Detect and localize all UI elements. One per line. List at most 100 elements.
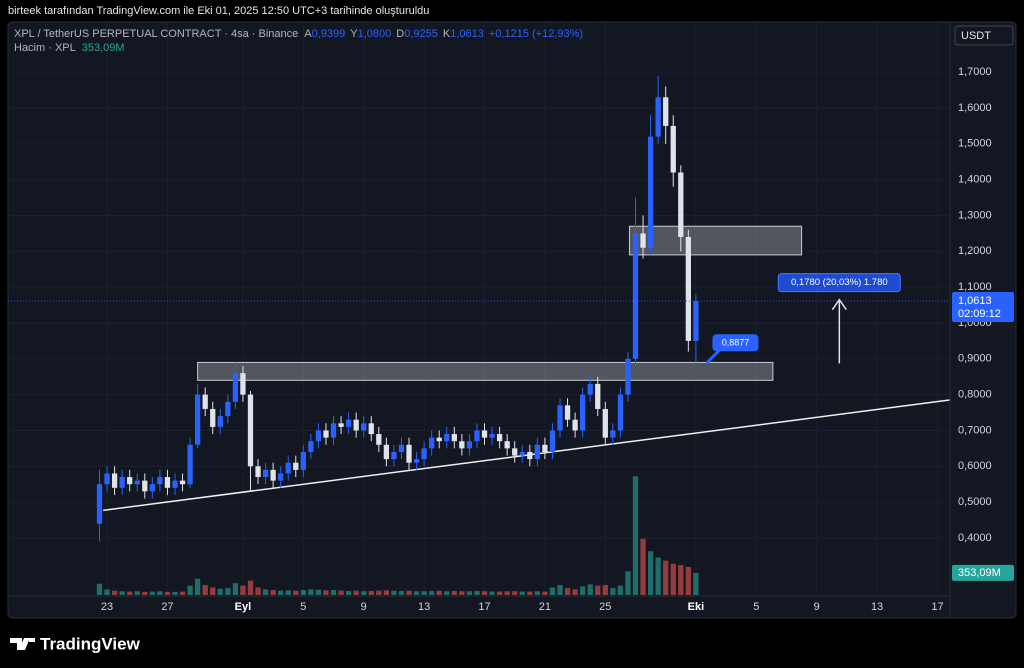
last-price-tag	[952, 292, 1014, 323]
candle-body	[368, 423, 374, 435]
symbol: XPL / TetherUS PERPETUAL CONTRACT · 4sa …	[14, 28, 298, 40]
candle-body	[338, 423, 344, 427]
x-tick-label: 17	[478, 601, 490, 613]
volume-bar	[278, 590, 284, 595]
candle-body	[217, 416, 223, 427]
candle-body	[564, 405, 571, 420]
volume-bar	[413, 591, 420, 595]
volume-legend: Hacim · XPL 353,09M	[14, 42, 125, 54]
candle-body	[345, 419, 352, 427]
candle-body	[104, 473, 110, 485]
x-tick-label: 17	[931, 601, 943, 613]
volume-bar	[338, 590, 344, 595]
candle-body	[534, 444, 540, 460]
candle-body	[496, 434, 503, 442]
volume-bar	[663, 560, 669, 595]
callout-label: 0,8877	[722, 338, 750, 348]
volume-bar	[164, 591, 171, 595]
candle-body	[398, 444, 405, 452]
y-tick-label: 0,5000	[958, 496, 992, 508]
volume-bar	[383, 590, 390, 595]
volume-bar	[678, 565, 684, 595]
volume-bar	[353, 590, 359, 595]
volume-bar	[262, 589, 269, 595]
candle-body	[308, 441, 314, 452]
x-tick-label: 9	[814, 601, 820, 613]
volume-bar	[179, 591, 186, 595]
currency-button[interactable]	[954, 25, 1014, 46]
candle-body	[655, 97, 661, 137]
candle-body	[262, 469, 269, 478]
volume-bar	[323, 590, 329, 595]
volume-bar	[527, 591, 533, 595]
candle-body	[519, 451, 525, 456]
candle-body	[693, 301, 699, 341]
y-tick-label: 0,6000	[958, 460, 992, 472]
volume-bar	[602, 585, 608, 595]
candle-body	[111, 473, 118, 488]
volume-bar	[368, 590, 374, 595]
currency[interactable]: USDT	[961, 30, 991, 42]
volume-bar	[172, 591, 178, 595]
x-tick-label: 5	[753, 601, 759, 613]
volume-bar	[134, 591, 140, 595]
ohlc-key: A	[304, 28, 312, 40]
volume-bar	[640, 538, 646, 595]
candle-body	[580, 394, 586, 431]
candle-body	[172, 480, 178, 488]
candle-body	[232, 373, 239, 402]
candle-body	[474, 430, 480, 442]
volume-value: 353,09M	[82, 42, 125, 54]
candle-body	[451, 434, 457, 442]
x-tick-label: 13	[871, 601, 883, 613]
volume-bar	[572, 589, 578, 595]
candle-body	[602, 408, 608, 438]
volume-bar	[542, 591, 548, 595]
candle-body	[459, 441, 465, 449]
volume-bar	[225, 588, 231, 595]
zone	[628, 225, 803, 256]
y-tick-label: 1,6000	[958, 102, 992, 114]
volume-bar	[104, 589, 110, 595]
volume-bar	[504, 591, 510, 595]
ohlc-value: 0,9255	[404, 28, 438, 40]
volume-bar	[119, 591, 125, 595]
logo: TradingView	[10, 634, 141, 653]
change: +0,1215 (+12,93%)	[489, 28, 583, 40]
candle-body	[391, 451, 397, 460]
candle-body	[210, 408, 216, 427]
volume-bar	[429, 590, 435, 595]
volume-bar	[444, 591, 450, 595]
volume-bar	[451, 590, 457, 595]
ohlc-value: 0,9399	[312, 28, 346, 40]
candle-body	[383, 444, 390, 460]
candle-body	[678, 172, 684, 237]
candle-body	[625, 358, 631, 395]
measure-arrowhead	[831, 298, 847, 311]
candle-body	[240, 373, 246, 395]
y-tick-label: 1,7000	[958, 66, 992, 78]
y-tick-label: 1,4000	[958, 174, 992, 186]
volume-bar	[398, 590, 405, 595]
volume-bar	[255, 587, 261, 595]
volume-bar	[421, 591, 427, 595]
volume-bar	[693, 572, 699, 595]
volume-bar	[217, 588, 223, 595]
volume-bar	[202, 585, 208, 595]
x-tick-label: 9	[361, 601, 367, 613]
volume-bar	[149, 591, 155, 595]
volume-bar	[564, 588, 571, 595]
volume-bar	[587, 584, 593, 595]
candle-body	[685, 236, 691, 341]
candle-body	[632, 233, 639, 359]
countdown: 02:09:12	[958, 308, 1001, 320]
y-tick-label: 1,3000	[958, 209, 992, 221]
volume-bar	[512, 591, 518, 595]
candle-body	[194, 394, 201, 445]
candle-body	[406, 444, 412, 463]
candle-body	[225, 401, 231, 417]
volume-bar	[632, 476, 639, 595]
zone	[197, 361, 774, 381]
candle-body	[134, 480, 140, 485]
y-tick-label: 0,4000	[958, 532, 992, 544]
